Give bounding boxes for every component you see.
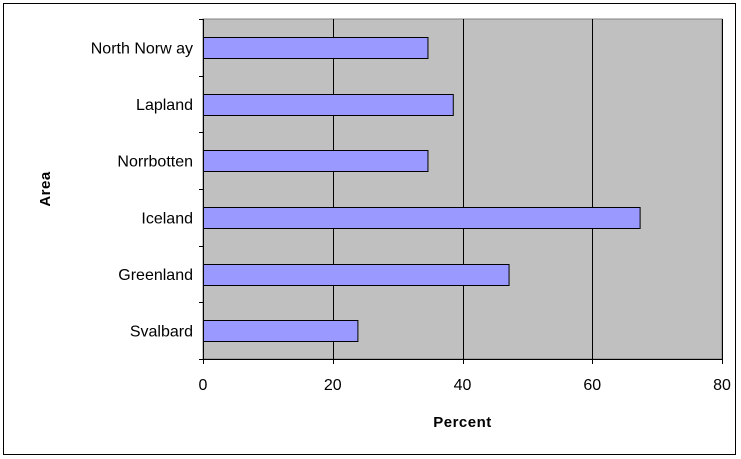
y-tick-label: Svalbard xyxy=(130,324,193,341)
bar xyxy=(203,264,510,286)
y-tick-label: North Norw ay xyxy=(91,40,193,57)
y-tick-label: Norrbotten xyxy=(117,154,193,171)
plot-area xyxy=(202,18,723,360)
gridlines xyxy=(333,19,723,359)
x-axis-title: Percent xyxy=(433,414,492,431)
y-tick-label: Iceland xyxy=(141,210,193,227)
tick-labels: North Norw ay Lapland Norrbotten Iceland Gre… xyxy=(91,40,731,394)
x-tick-label: 0 xyxy=(199,377,208,394)
axes xyxy=(199,19,723,364)
x-tick-label: 60 xyxy=(583,377,601,394)
bar xyxy=(203,207,641,229)
y-axis-title: Area xyxy=(37,171,54,207)
bar xyxy=(203,150,429,172)
y-tick-label: Lapland xyxy=(136,97,193,114)
x-tick-label: 20 xyxy=(324,377,342,394)
bar-chart: North Norw ay Lapland Norrbotten Iceland Gre… xyxy=(37,18,731,431)
bar xyxy=(203,94,454,116)
x-tick-label: 40 xyxy=(454,377,472,394)
bars xyxy=(203,37,641,342)
x-tick-label: 80 xyxy=(713,377,731,394)
chart-area: North Norw ay Lapland Norrbotten Iceland Gre… xyxy=(3,3,736,455)
bar xyxy=(203,37,429,59)
y-tick-label: Greenland xyxy=(118,267,193,284)
bar xyxy=(203,320,359,342)
